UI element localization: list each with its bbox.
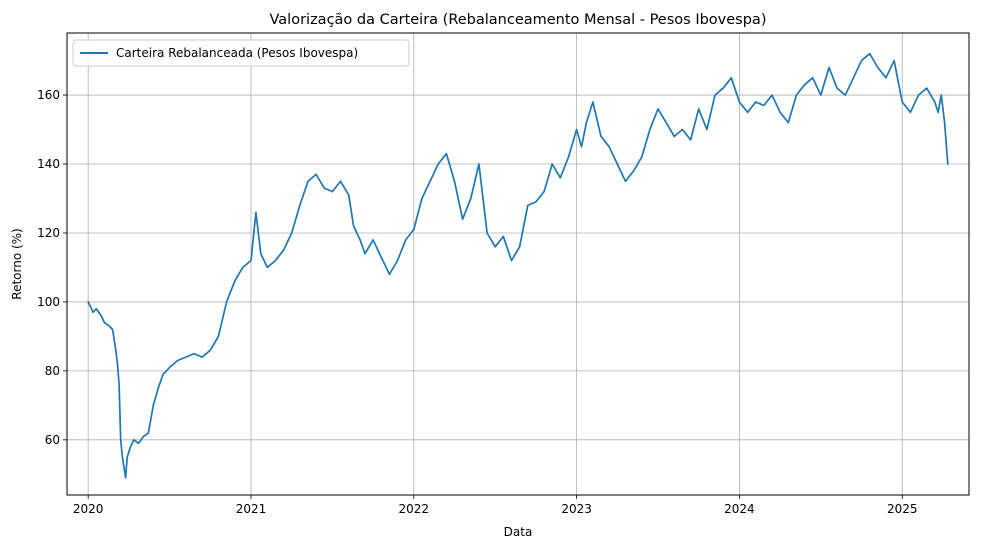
y-tick-label: 60	[45, 433, 60, 447]
chart-title: Valorização da Carteira (Rebalanceamento…	[270, 12, 767, 28]
legend-box	[72, 39, 410, 67]
x-tick-label: 2020	[73, 502, 104, 516]
y-tick-label: 120	[37, 226, 60, 240]
y-tick-label: 80	[45, 364, 60, 378]
legend-entry: Carteira Rebalanceada (Pesos Ibovespa)	[116, 46, 358, 60]
y-tick-label: 100	[37, 295, 60, 309]
axis-ticks: 2020 2021 2022 2023 2024 2025 60 80 100 120 140 160	[37, 88, 917, 516]
y-axis-label: Retorno (%)	[10, 228, 24, 299]
x-axis-label: Data	[504, 525, 533, 539]
legend: Carteira Rebalanceada (Pesos Ibovespa)	[72, 39, 410, 67]
x-tick-label: 2025	[887, 502, 918, 516]
y-tick-label: 140	[37, 157, 60, 171]
x-tick-label: 2022	[399, 502, 430, 516]
x-tick-label: 2021	[236, 502, 267, 516]
x-tick-label: 2024	[724, 502, 755, 516]
x-tick-label: 2023	[561, 502, 592, 516]
series-line-carteira	[87, 52, 949, 479]
grid	[67, 33, 969, 495]
plot-area	[66, 32, 970, 496]
y-tick-label: 160	[37, 88, 60, 102]
